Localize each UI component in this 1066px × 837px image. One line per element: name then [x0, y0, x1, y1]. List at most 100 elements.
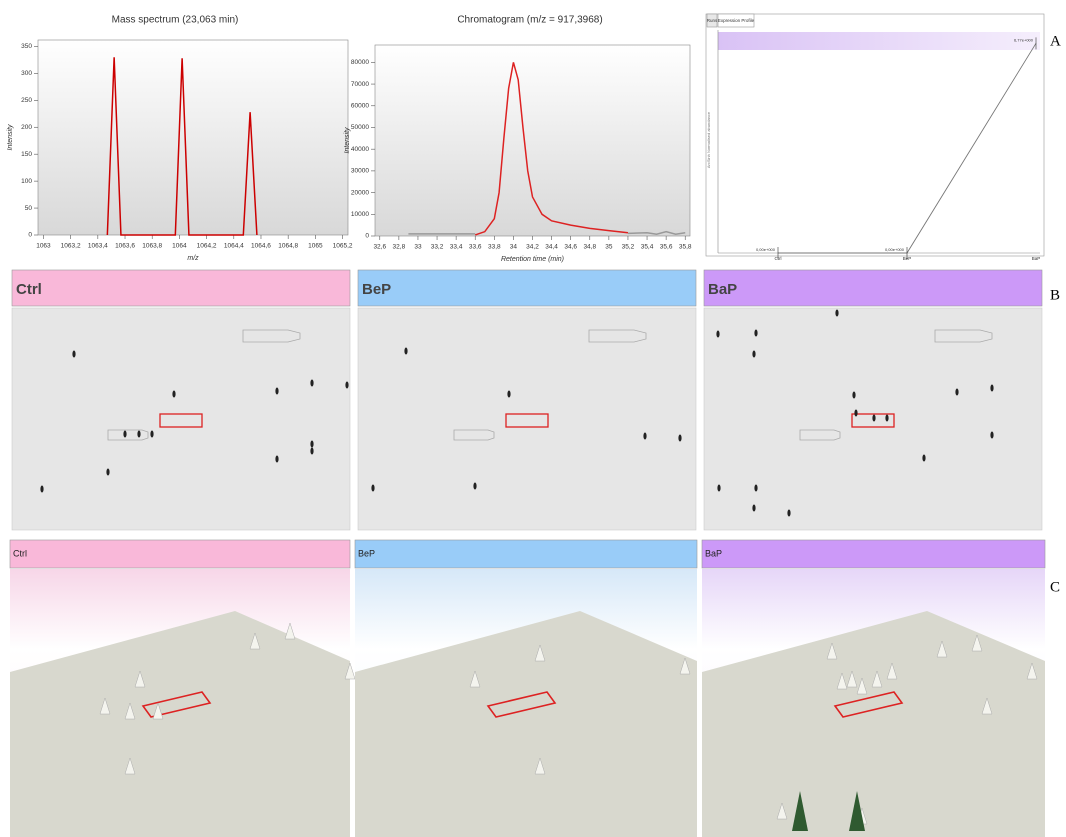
x-tick-label: 1063,4 [88, 243, 108, 250]
spot [852, 391, 856, 399]
tall-peak [849, 791, 865, 831]
y-tick-label: 250 [21, 97, 32, 104]
peak [134, 670, 146, 688]
y-tick-label: 30000 [351, 168, 369, 175]
peak [124, 757, 136, 775]
x-tick-label: 33 [414, 244, 422, 251]
surface-plane [355, 611, 697, 837]
x-tick-label: 34,8 [583, 244, 596, 251]
outline-shape [453, 429, 495, 441]
spot [40, 485, 44, 493]
peak [936, 640, 948, 658]
x-tick-label: 1065 [308, 243, 323, 250]
tab [717, 13, 755, 28]
peak [971, 634, 983, 652]
peak [152, 702, 164, 720]
peak [249, 632, 261, 650]
spot [990, 431, 994, 439]
spot [754, 484, 758, 492]
selection-box [851, 413, 895, 428]
spot [752, 350, 756, 358]
peak [836, 672, 848, 690]
spot [123, 430, 127, 438]
peak [679, 657, 691, 675]
x-axis-label: m/z [187, 255, 199, 262]
map-header-label: Ctrl [16, 281, 42, 298]
spot [72, 350, 76, 358]
panel-frame [705, 13, 1045, 257]
view-header-label: BaP [705, 548, 722, 558]
view-header-label: BeP [358, 548, 375, 558]
map-header-label: BeP [362, 281, 391, 298]
peak [534, 757, 546, 775]
surface-plane [702, 611, 1045, 837]
map-header [11, 269, 351, 307]
spot [787, 509, 791, 517]
plot-background [374, 44, 691, 237]
spot [150, 430, 154, 438]
y-axis-label: Intensity [7, 124, 14, 151]
spot [404, 347, 408, 355]
spot [310, 440, 314, 448]
view-header [701, 539, 1046, 569]
outline-shape [934, 329, 993, 343]
y-tick-label: 100 [21, 178, 32, 185]
panel-letter: C [1050, 579, 1060, 595]
y-axis-label: Intensity [344, 127, 351, 154]
y-tick-label: 300 [21, 70, 32, 77]
spot [854, 409, 858, 417]
x-tick-label: 33,4 [450, 244, 463, 251]
outline-shape [588, 329, 647, 343]
peak [469, 670, 481, 688]
y-tick-label: 350 [21, 43, 32, 50]
peak [856, 677, 868, 695]
peak [344, 662, 356, 680]
x-tick-label: 32,6 [373, 244, 386, 251]
y-tick-label: 150 [21, 151, 32, 158]
peak [534, 644, 546, 662]
map-area [11, 307, 351, 531]
x-tick-label: 1064,4 [224, 243, 244, 250]
x-tick-label: 1063 [36, 243, 51, 250]
spot [106, 468, 110, 476]
tab-label: Expression Profile [718, 18, 755, 23]
value-label: 0,00e+000 [885, 247, 905, 252]
spot [716, 330, 720, 338]
peak [981, 697, 993, 715]
map-header [357, 269, 697, 307]
x-tick-label: 1063,6 [115, 243, 135, 250]
selection-box [159, 413, 203, 428]
selection-box [505, 413, 549, 428]
outline-shape [242, 329, 301, 343]
view-header [354, 539, 698, 569]
spot [371, 484, 375, 492]
spot [717, 484, 721, 492]
tab-label: Runs [707, 18, 718, 23]
spot [643, 432, 647, 440]
y-axis-label: ArcSinh Normalised abundance [706, 111, 711, 168]
spot [275, 387, 279, 395]
peak [124, 702, 136, 720]
x-tick-label: 35 [605, 244, 613, 251]
y-tick-label: 10000 [351, 211, 369, 218]
y-tick-label: 60000 [351, 102, 369, 109]
value-label: 6,77e+000 [1014, 37, 1034, 42]
spot [955, 388, 959, 396]
y-tick-label: 80000 [351, 59, 369, 66]
spot [345, 381, 349, 389]
peak [284, 622, 296, 640]
x-tick-label: 34,6 [564, 244, 577, 251]
spot [678, 434, 682, 442]
highlight-bar [718, 32, 1040, 50]
peak [1026, 662, 1038, 680]
y-tick-label: 40000 [351, 146, 369, 153]
x-tick-label: 35,4 [641, 244, 654, 251]
x-tick-label: 1063,8 [142, 243, 162, 250]
chart-title: Chromatogram (m/z = 917,3968) [457, 15, 602, 26]
y-tick-label: 200 [21, 124, 32, 131]
view-header [9, 539, 351, 569]
selection-box [141, 691, 212, 718]
peak [826, 642, 838, 660]
x-tick-label: 33,8 [488, 244, 501, 251]
